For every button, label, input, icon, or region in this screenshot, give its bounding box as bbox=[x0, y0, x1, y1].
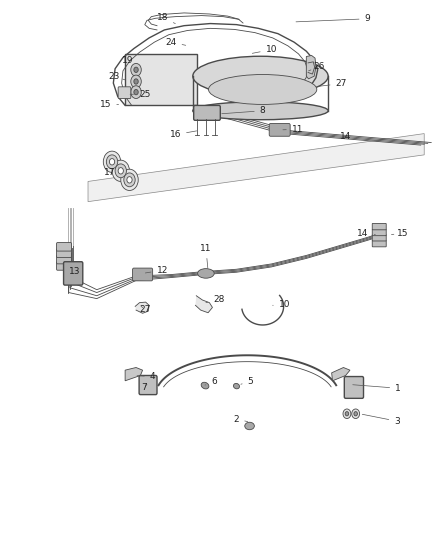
FancyBboxPatch shape bbox=[372, 229, 386, 236]
Text: 17: 17 bbox=[104, 167, 119, 177]
Text: 18: 18 bbox=[156, 13, 175, 23]
Circle shape bbox=[124, 173, 135, 187]
Polygon shape bbox=[332, 368, 350, 381]
Circle shape bbox=[352, 409, 360, 418]
FancyBboxPatch shape bbox=[372, 240, 386, 247]
Circle shape bbox=[131, 63, 141, 76]
Ellipse shape bbox=[193, 56, 328, 96]
Text: 25: 25 bbox=[130, 90, 151, 99]
Circle shape bbox=[106, 155, 118, 168]
Ellipse shape bbox=[245, 422, 254, 430]
Ellipse shape bbox=[201, 382, 209, 389]
Text: 8: 8 bbox=[222, 106, 265, 115]
FancyBboxPatch shape bbox=[57, 262, 71, 270]
FancyBboxPatch shape bbox=[57, 249, 71, 257]
Circle shape bbox=[343, 409, 351, 418]
Text: 1: 1 bbox=[353, 384, 401, 393]
Text: 19: 19 bbox=[122, 56, 136, 64]
Polygon shape bbox=[195, 296, 212, 313]
FancyBboxPatch shape bbox=[118, 87, 131, 99]
Text: 12: 12 bbox=[145, 266, 168, 274]
FancyBboxPatch shape bbox=[194, 106, 220, 120]
Circle shape bbox=[115, 164, 127, 177]
Polygon shape bbox=[88, 134, 424, 201]
Text: 9: 9 bbox=[296, 14, 370, 23]
Text: 13: 13 bbox=[69, 267, 81, 276]
Text: 15: 15 bbox=[392, 229, 408, 238]
Text: 3: 3 bbox=[362, 414, 400, 426]
Ellipse shape bbox=[198, 269, 214, 278]
FancyBboxPatch shape bbox=[372, 235, 386, 241]
Text: 6: 6 bbox=[205, 377, 217, 386]
FancyBboxPatch shape bbox=[57, 255, 71, 264]
Text: 10: 10 bbox=[252, 45, 277, 54]
Circle shape bbox=[131, 75, 141, 88]
Ellipse shape bbox=[233, 383, 240, 389]
Ellipse shape bbox=[193, 102, 328, 120]
Circle shape bbox=[112, 160, 130, 181]
FancyBboxPatch shape bbox=[372, 223, 386, 230]
Ellipse shape bbox=[208, 75, 317, 104]
Circle shape bbox=[118, 167, 124, 174]
Circle shape bbox=[134, 79, 138, 84]
Text: 10: 10 bbox=[273, 300, 290, 309]
Text: 11: 11 bbox=[283, 125, 304, 134]
Text: 2: 2 bbox=[233, 415, 248, 424]
Text: 24: 24 bbox=[166, 38, 186, 47]
Circle shape bbox=[134, 90, 138, 95]
Polygon shape bbox=[306, 55, 316, 79]
Text: 5: 5 bbox=[241, 377, 253, 386]
Text: 14: 14 bbox=[357, 229, 375, 238]
FancyBboxPatch shape bbox=[64, 262, 83, 285]
Text: 27: 27 bbox=[317, 79, 347, 88]
Circle shape bbox=[103, 151, 121, 172]
Polygon shape bbox=[125, 368, 143, 381]
FancyBboxPatch shape bbox=[344, 376, 364, 398]
Text: 14: 14 bbox=[332, 132, 351, 141]
Circle shape bbox=[131, 86, 141, 99]
Text: 4: 4 bbox=[137, 372, 155, 381]
FancyBboxPatch shape bbox=[133, 268, 152, 281]
Circle shape bbox=[110, 159, 115, 165]
Polygon shape bbox=[125, 54, 197, 106]
Text: 16: 16 bbox=[170, 130, 197, 139]
Text: 26: 26 bbox=[308, 62, 325, 71]
Circle shape bbox=[345, 411, 349, 416]
Polygon shape bbox=[135, 302, 149, 313]
Text: 11: 11 bbox=[200, 244, 212, 268]
Text: 27: 27 bbox=[139, 305, 151, 314]
FancyBboxPatch shape bbox=[269, 124, 290, 136]
Circle shape bbox=[134, 67, 138, 72]
Circle shape bbox=[354, 411, 357, 416]
Text: 23: 23 bbox=[109, 71, 125, 80]
FancyBboxPatch shape bbox=[57, 243, 71, 251]
Text: 28: 28 bbox=[206, 295, 225, 304]
Circle shape bbox=[121, 169, 138, 190]
Text: 7: 7 bbox=[141, 383, 147, 392]
Text: 15: 15 bbox=[100, 100, 119, 109]
Circle shape bbox=[127, 176, 132, 183]
FancyBboxPatch shape bbox=[139, 375, 157, 394]
